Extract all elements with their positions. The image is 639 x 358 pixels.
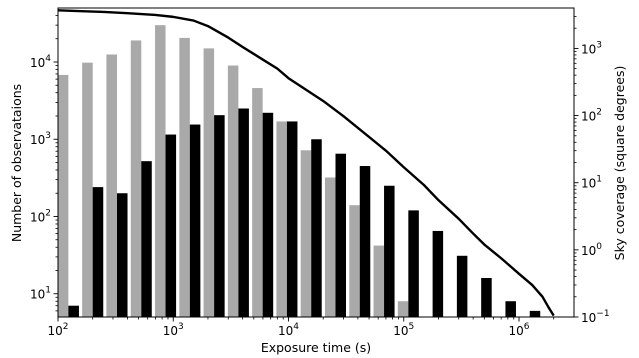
gray-bar-2 — [106, 54, 117, 317]
y2-tick-label: 10−1 — [581, 309, 610, 325]
black-bar-15 — [432, 230, 444, 317]
black-bar-3 — [141, 161, 152, 317]
y2-tick-label: 103 — [581, 40, 602, 56]
y-tick-label: 103 — [30, 131, 51, 147]
black-bar-9 — [286, 121, 298, 317]
y2-tick-label: 100 — [581, 242, 602, 258]
gray-bar-5 — [179, 37, 190, 317]
sky-coverage-curve-group — [57, 9, 555, 317]
bar-group — [58, 25, 541, 318]
left-y-axis-ticks: 101 102 103 104 — [30, 15, 58, 312]
gray-bar-13 — [373, 245, 385, 317]
black-bar-8 — [262, 112, 274, 317]
black-bar-12 — [359, 166, 371, 317]
black-bar-6 — [214, 115, 225, 317]
gray-bar-4 — [155, 25, 166, 317]
y2-axis-label: Sky coverage (square degrees) — [612, 66, 627, 261]
black-bar-10 — [311, 139, 322, 317]
x-axis-ticks: 102 103 104 105 106 — [47, 317, 555, 338]
black-bar-2 — [117, 193, 128, 317]
gray-bar-0 — [58, 74, 69, 318]
black-bar-14 — [408, 210, 419, 317]
x-tick-label: 102 — [47, 322, 68, 338]
black-bar-0 — [68, 305, 79, 317]
black-bar-19 — [529, 310, 541, 317]
y2-tick-label: 101 — [581, 175, 602, 191]
gray-bar-8 — [252, 88, 263, 317]
y-tick-label: 104 — [30, 54, 51, 70]
black-bar-13 — [384, 185, 395, 317]
gray-bar-10 — [300, 150, 312, 317]
black-bar-11 — [335, 153, 346, 317]
y-tick-label: 102 — [30, 208, 51, 224]
y2-tick-label: 102 — [581, 108, 602, 124]
gray-bar-9 — [276, 121, 287, 317]
y-axis-label: Number of observataions — [9, 84, 24, 242]
black-bar-1 — [92, 187, 104, 317]
gray-bar-3 — [130, 40, 142, 318]
sky-coverage-curve — [57, 9, 555, 317]
black-bar-17 — [481, 277, 492, 317]
gray-bar-7 — [227, 65, 239, 317]
gray-bar-12 — [349, 205, 360, 317]
right-y-axis-ticks: 10−1 100 101 102 103 — [574, 15, 610, 325]
gray-bar-11 — [324, 177, 336, 317]
black-bar-4 — [165, 134, 177, 317]
x-tick-label: 105 — [393, 322, 414, 338]
black-bar-7 — [238, 108, 249, 317]
x-tick-label: 103 — [163, 322, 184, 338]
x-tick-label: 104 — [278, 322, 299, 338]
black-bar-5 — [189, 124, 201, 317]
black-bar-16 — [456, 255, 468, 317]
gray-bar-14 — [397, 301, 409, 317]
x-axis-label: Exposure time (s) — [261, 340, 371, 355]
x-tick-label: 106 — [509, 322, 530, 338]
black-bar-18 — [505, 301, 516, 317]
gray-bar-1 — [82, 62, 93, 317]
y-tick-label: 101 — [30, 286, 51, 302]
gray-bar-6 — [203, 48, 215, 317]
